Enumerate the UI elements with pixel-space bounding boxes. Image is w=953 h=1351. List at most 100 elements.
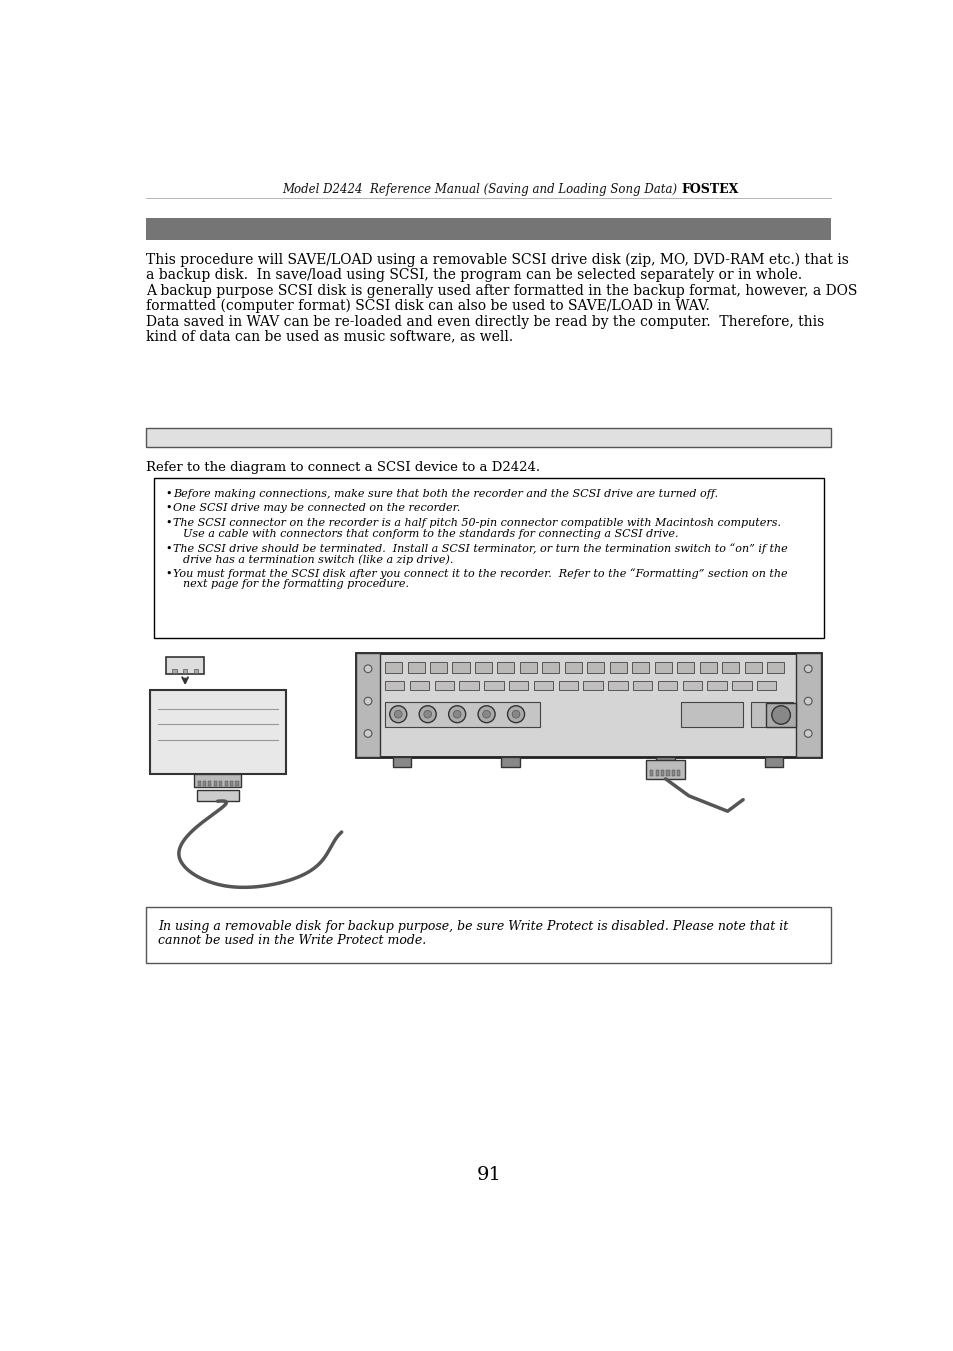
Circle shape — [803, 697, 811, 705]
Text: 91: 91 — [476, 1166, 501, 1183]
Bar — [150, 689, 286, 774]
Bar — [534, 681, 553, 690]
Text: kind of data can be used as music software, as well.: kind of data can be used as music softwa… — [146, 330, 513, 343]
Bar — [587, 662, 604, 673]
Bar — [633, 681, 652, 690]
Bar — [146, 219, 831, 240]
Bar — [410, 681, 429, 690]
Text: Use a cable with connectors that conform to the standards for connecting a SCSI : Use a cable with connectors that conform… — [183, 528, 678, 539]
Circle shape — [418, 705, 436, 723]
Bar — [519, 662, 537, 673]
Bar — [497, 662, 514, 673]
Bar — [196, 790, 239, 801]
Bar — [542, 662, 558, 673]
Bar — [430, 662, 447, 673]
Text: next page for the formatting procedure.: next page for the formatting procedure. — [183, 580, 409, 589]
Bar — [219, 781, 222, 786]
Text: •: • — [166, 489, 172, 499]
Bar — [744, 662, 760, 673]
Circle shape — [803, 730, 811, 738]
Bar — [235, 781, 238, 786]
Bar — [203, 781, 206, 786]
Bar — [654, 662, 671, 673]
Circle shape — [477, 705, 495, 723]
Bar — [666, 770, 669, 775]
Text: In using a removable disk for backup purpose, be sure Write Protect is disabled.: In using a removable disk for backup pur… — [158, 920, 787, 932]
Bar — [655, 770, 658, 775]
Circle shape — [448, 705, 465, 723]
Circle shape — [482, 711, 490, 719]
Bar — [146, 428, 831, 447]
Bar — [172, 669, 176, 673]
Bar — [658, 681, 677, 690]
Bar — [765, 704, 795, 727]
Text: Data saved in WAV can be re-loaded and even directly be read by the computer.  T: Data saved in WAV can be re-loaded and e… — [146, 315, 823, 328]
Bar — [146, 908, 831, 963]
Bar — [766, 662, 783, 673]
Bar — [649, 770, 653, 775]
Text: •: • — [166, 517, 172, 528]
Bar — [197, 781, 200, 786]
Bar — [682, 681, 701, 690]
Bar — [660, 770, 663, 775]
Text: This procedure will SAVE/LOAD using a removable SCSI drive disk (zip, MO, DVD-RA: This procedure will SAVE/LOAD using a re… — [146, 253, 848, 267]
Bar — [385, 662, 402, 673]
Bar — [509, 681, 528, 690]
Bar — [608, 681, 627, 690]
Bar — [435, 681, 454, 690]
Text: Before making connections, make sure that both the recorder and the SCSI drive a: Before making connections, make sure tha… — [173, 489, 718, 499]
Bar — [230, 781, 233, 786]
Bar — [193, 669, 198, 673]
Text: a backup disk.  In save/load using SCSI, the program can be selected separately : a backup disk. In save/load using SCSI, … — [146, 267, 801, 281]
Text: •: • — [166, 543, 172, 554]
Bar — [750, 703, 793, 727]
Bar — [385, 681, 404, 690]
Bar — [183, 669, 187, 673]
Bar — [677, 770, 679, 775]
Bar — [757, 681, 776, 690]
Text: You must format the SCSI disk after you connect it to the recorder.  Refer to th: You must format the SCSI disk after you … — [173, 569, 787, 580]
Circle shape — [803, 665, 811, 673]
Circle shape — [364, 730, 372, 738]
Circle shape — [453, 711, 460, 719]
Text: formatted (computer format) SCSI disk can also be used to SAVE/LOAD in WAV.: formatted (computer format) SCSI disk ca… — [146, 299, 709, 313]
Bar — [459, 681, 478, 690]
Bar — [671, 770, 674, 775]
Bar — [194, 774, 241, 786]
Bar — [632, 662, 649, 673]
Bar — [475, 662, 492, 673]
Bar — [154, 478, 823, 638]
Text: •: • — [166, 503, 172, 513]
Circle shape — [394, 711, 402, 719]
Bar — [764, 758, 782, 766]
Bar — [732, 681, 751, 690]
Bar — [564, 662, 581, 673]
Text: A backup purpose SCSI disk is generally used after formatted in the backup forma: A backup purpose SCSI disk is generally … — [146, 284, 857, 297]
Text: FOSTEX: FOSTEX — [681, 182, 739, 196]
Bar — [558, 681, 578, 690]
Bar — [407, 662, 424, 673]
Bar — [707, 681, 726, 690]
Bar — [385, 703, 539, 727]
Circle shape — [364, 697, 372, 705]
Bar — [677, 662, 694, 673]
Text: Model D2424  Reference Manual (Saving and Loading Song Data): Model D2424 Reference Manual (Saving and… — [281, 182, 679, 196]
Circle shape — [507, 705, 524, 723]
Bar — [452, 662, 469, 673]
Circle shape — [364, 665, 372, 673]
Circle shape — [390, 705, 406, 723]
Bar — [208, 781, 212, 786]
Bar — [656, 758, 674, 766]
Bar — [583, 681, 602, 690]
Circle shape — [423, 711, 431, 719]
Text: Refer to the diagram to connect a SCSI device to a D2424.: Refer to the diagram to connect a SCSI d… — [146, 461, 540, 474]
Bar — [166, 657, 204, 674]
Bar — [500, 758, 519, 766]
Text: One SCSI drive may be connected on the recorder.: One SCSI drive may be connected on the r… — [173, 503, 460, 513]
Bar — [355, 654, 820, 758]
Bar — [224, 781, 228, 786]
Circle shape — [512, 711, 519, 719]
Bar — [609, 662, 626, 673]
Text: drive has a termination switch (like a zip drive).: drive has a termination switch (like a z… — [183, 554, 453, 565]
Circle shape — [771, 705, 790, 724]
